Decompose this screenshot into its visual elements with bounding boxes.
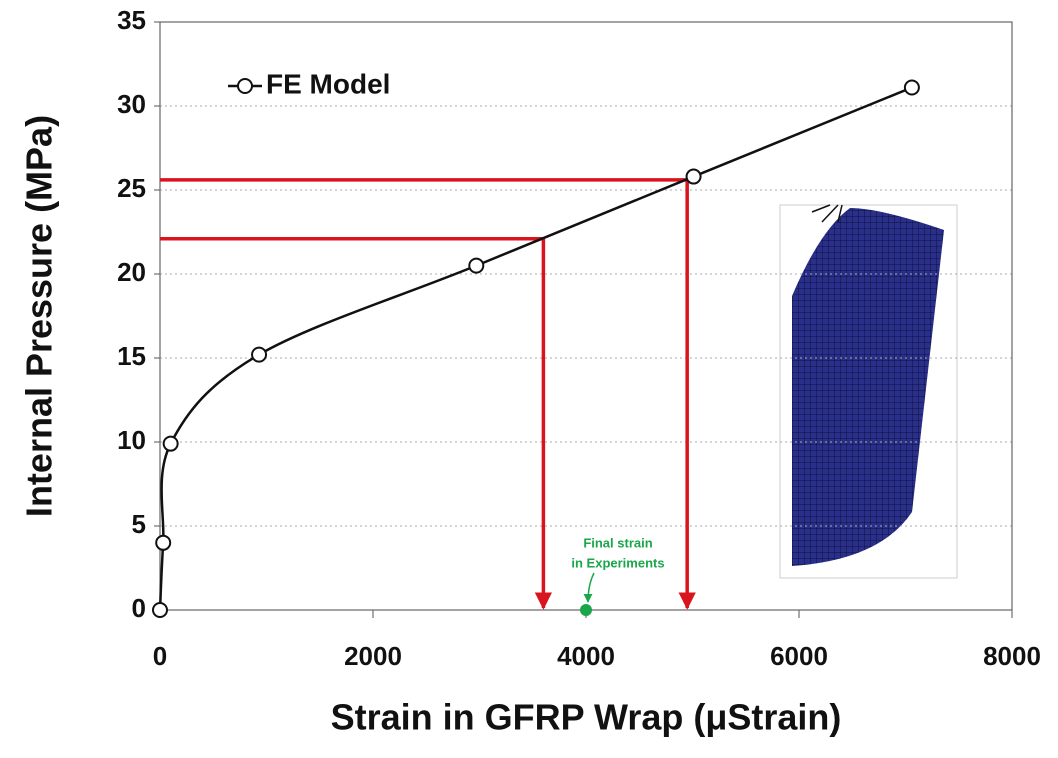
- data-point: [156, 536, 170, 550]
- y-tick-label: 30: [117, 89, 146, 119]
- data-point: [469, 259, 483, 273]
- y-tick-label: 35: [117, 5, 146, 35]
- data-point: [687, 170, 701, 184]
- x-tick-label: 6000: [770, 641, 828, 671]
- x-tick-label: 0: [153, 641, 167, 671]
- y-tick-label: 15: [117, 341, 146, 371]
- y-tick-label: 10: [117, 425, 146, 455]
- experiment-label: Final strain: [583, 535, 652, 550]
- experiment-arrow: [588, 573, 594, 602]
- x-tick-label: 4000: [557, 641, 615, 671]
- legend-label: FE Model: [266, 68, 390, 99]
- data-point: [905, 81, 919, 95]
- data-point: [164, 437, 178, 451]
- experiment-point: [580, 604, 592, 616]
- chart: Strain in GFRP Wrap (μStrain) Internal P…: [0, 0, 1058, 753]
- data-point: [252, 348, 266, 362]
- y-tick-label: 5: [132, 509, 146, 539]
- x-axis-title: Strain in GFRP Wrap (μStrain): [331, 697, 842, 738]
- y-tick-label: 20: [117, 257, 146, 287]
- experiment-label: in Experiments: [571, 555, 664, 570]
- y-tick-label: 0: [132, 593, 146, 623]
- data-point: [153, 603, 167, 617]
- legend-marker: [238, 79, 252, 93]
- x-tick-label: 8000: [983, 641, 1041, 671]
- y-tick-label: 25: [117, 173, 146, 203]
- y-axis-title: Internal Pressure (MPa): [19, 115, 60, 517]
- model-inset: [780, 205, 957, 578]
- x-tick-label: 2000: [344, 641, 402, 671]
